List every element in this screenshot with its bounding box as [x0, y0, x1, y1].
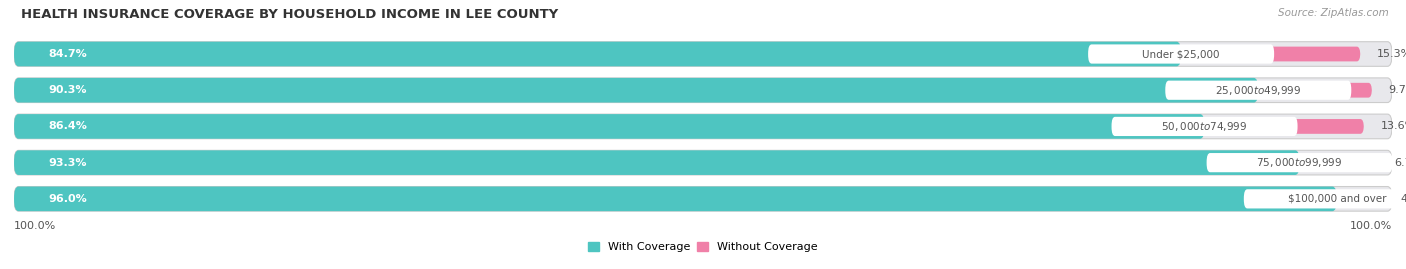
Text: HEALTH INSURANCE COVERAGE BY HOUSEHOLD INCOME IN LEE COUNTY: HEALTH INSURANCE COVERAGE BY HOUSEHOLD I…: [21, 8, 558, 21]
FancyBboxPatch shape: [1112, 117, 1298, 136]
FancyBboxPatch shape: [14, 186, 1392, 211]
FancyBboxPatch shape: [1205, 119, 1364, 134]
FancyBboxPatch shape: [14, 150, 1299, 175]
Text: Under $25,000: Under $25,000: [1142, 49, 1220, 59]
Text: $100,000 and over: $100,000 and over: [1288, 194, 1386, 204]
FancyBboxPatch shape: [14, 114, 1205, 139]
FancyBboxPatch shape: [14, 42, 1181, 66]
Text: 13.6%: 13.6%: [1381, 121, 1406, 132]
Text: 100.0%: 100.0%: [1350, 221, 1392, 231]
Text: 86.4%: 86.4%: [48, 121, 87, 132]
FancyBboxPatch shape: [1244, 189, 1406, 208]
Text: $75,000 to $99,999: $75,000 to $99,999: [1257, 156, 1343, 169]
FancyBboxPatch shape: [1258, 83, 1372, 98]
Text: 4.0%: 4.0%: [1400, 194, 1406, 204]
Text: 84.7%: 84.7%: [48, 49, 87, 59]
FancyBboxPatch shape: [1088, 44, 1274, 63]
FancyBboxPatch shape: [1181, 47, 1361, 61]
FancyBboxPatch shape: [14, 114, 1392, 139]
FancyBboxPatch shape: [14, 78, 1392, 102]
FancyBboxPatch shape: [1166, 81, 1351, 100]
Text: $25,000 to $49,999: $25,000 to $49,999: [1215, 84, 1302, 97]
Text: 15.3%: 15.3%: [1376, 49, 1406, 59]
FancyBboxPatch shape: [14, 78, 1258, 102]
FancyBboxPatch shape: [14, 186, 1337, 211]
FancyBboxPatch shape: [14, 42, 1392, 66]
Text: Source: ZipAtlas.com: Source: ZipAtlas.com: [1278, 8, 1389, 18]
Text: 9.7%: 9.7%: [1389, 85, 1406, 95]
Text: $50,000 to $74,999: $50,000 to $74,999: [1161, 120, 1247, 133]
FancyBboxPatch shape: [1206, 153, 1392, 172]
Text: 100.0%: 100.0%: [14, 221, 56, 231]
FancyBboxPatch shape: [1299, 155, 1378, 170]
Text: 96.0%: 96.0%: [48, 194, 87, 204]
Text: 90.3%: 90.3%: [48, 85, 87, 95]
Text: 6.7%: 6.7%: [1395, 158, 1406, 168]
Text: 93.3%: 93.3%: [48, 158, 87, 168]
FancyBboxPatch shape: [14, 150, 1392, 175]
FancyBboxPatch shape: [1337, 192, 1384, 206]
Legend: With Coverage, Without Coverage: With Coverage, Without Coverage: [583, 237, 823, 256]
